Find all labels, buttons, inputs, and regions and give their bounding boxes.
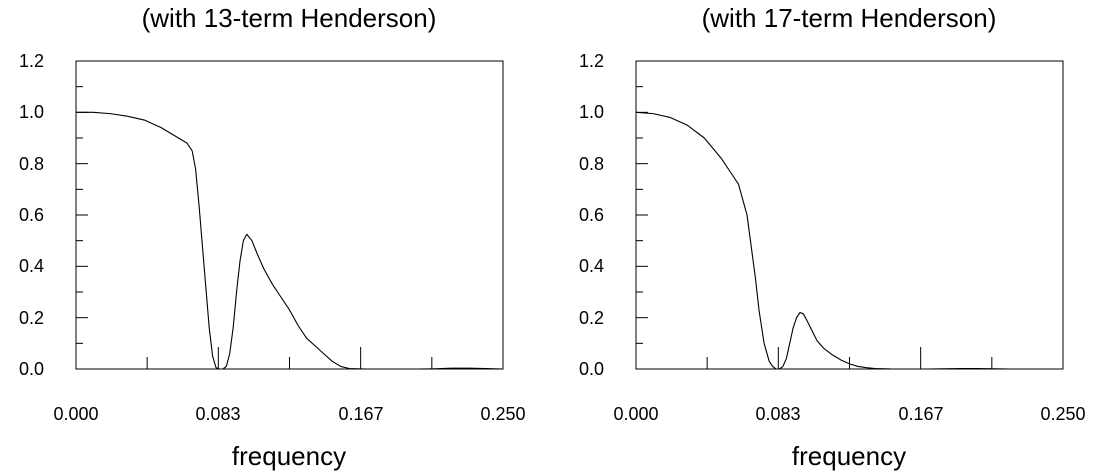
y-tick-label: 0.4 bbox=[19, 256, 44, 276]
x-tick-label: 0.083 bbox=[755, 404, 800, 424]
y-tick-label: 0.6 bbox=[19, 205, 44, 225]
x-tick-label: 0.000 bbox=[613, 404, 658, 424]
y-tick-label: 1.0 bbox=[579, 102, 604, 122]
chart-title: (with 17-term Henderson) bbox=[702, 3, 997, 33]
y-tick-label: 0.2 bbox=[579, 308, 604, 328]
y-tick-label: 1.2 bbox=[579, 51, 604, 71]
tick-marks bbox=[635, 60, 1064, 370]
y-tick-label: 0.8 bbox=[19, 154, 44, 174]
y-tick-label: 1.0 bbox=[19, 102, 44, 122]
y-tick-labels: 0.0 0.2 0.4 0.6 0.8 1.0 1.2 bbox=[579, 51, 604, 379]
x-tick-labels: 0.000 0.083 0.167 0.250 bbox=[613, 404, 1085, 424]
x-tick-label: 0.000 bbox=[53, 404, 98, 424]
chart-title: (with 13-term Henderson) bbox=[142, 3, 437, 33]
y-tick-labels: 0.0 0.2 0.4 0.6 0.8 1.0 1.2 bbox=[19, 51, 44, 379]
chart-panel-right: (with 17-term Henderson) 0.000 0.083 0.1… bbox=[579, 3, 1086, 471]
y-tick-label: 0.0 bbox=[579, 359, 604, 379]
x-tick-label: 0.167 bbox=[898, 404, 943, 424]
plot-frame bbox=[635, 60, 1064, 370]
y-tick-label: 1.2 bbox=[19, 51, 44, 71]
x-tick-labels: 0.000 0.083 0.167 0.250 bbox=[53, 404, 525, 424]
chart-panel-left: (with 13-term Henderson) 0.000 0.083 0.1… bbox=[19, 3, 526, 471]
y-tick-label: 0.6 bbox=[579, 205, 604, 225]
y-tick-label: 0.8 bbox=[579, 154, 604, 174]
response-curve bbox=[76, 111, 504, 370]
tick-marks bbox=[75, 60, 504, 370]
y-tick-label: 0.4 bbox=[579, 256, 604, 276]
y-tick-label: 0.0 bbox=[19, 359, 44, 379]
y-tick-label: 0.2 bbox=[19, 308, 44, 328]
x-tick-label: 0.167 bbox=[338, 404, 383, 424]
x-tick-label: 0.250 bbox=[480, 404, 525, 424]
x-tick-label: 0.250 bbox=[1040, 404, 1085, 424]
plot-frame bbox=[75, 60, 504, 370]
x-axis-label: frequency bbox=[792, 441, 906, 471]
x-axis-label: frequency bbox=[232, 441, 346, 471]
x-tick-label: 0.083 bbox=[195, 404, 240, 424]
response-curve bbox=[635, 111, 1063, 370]
